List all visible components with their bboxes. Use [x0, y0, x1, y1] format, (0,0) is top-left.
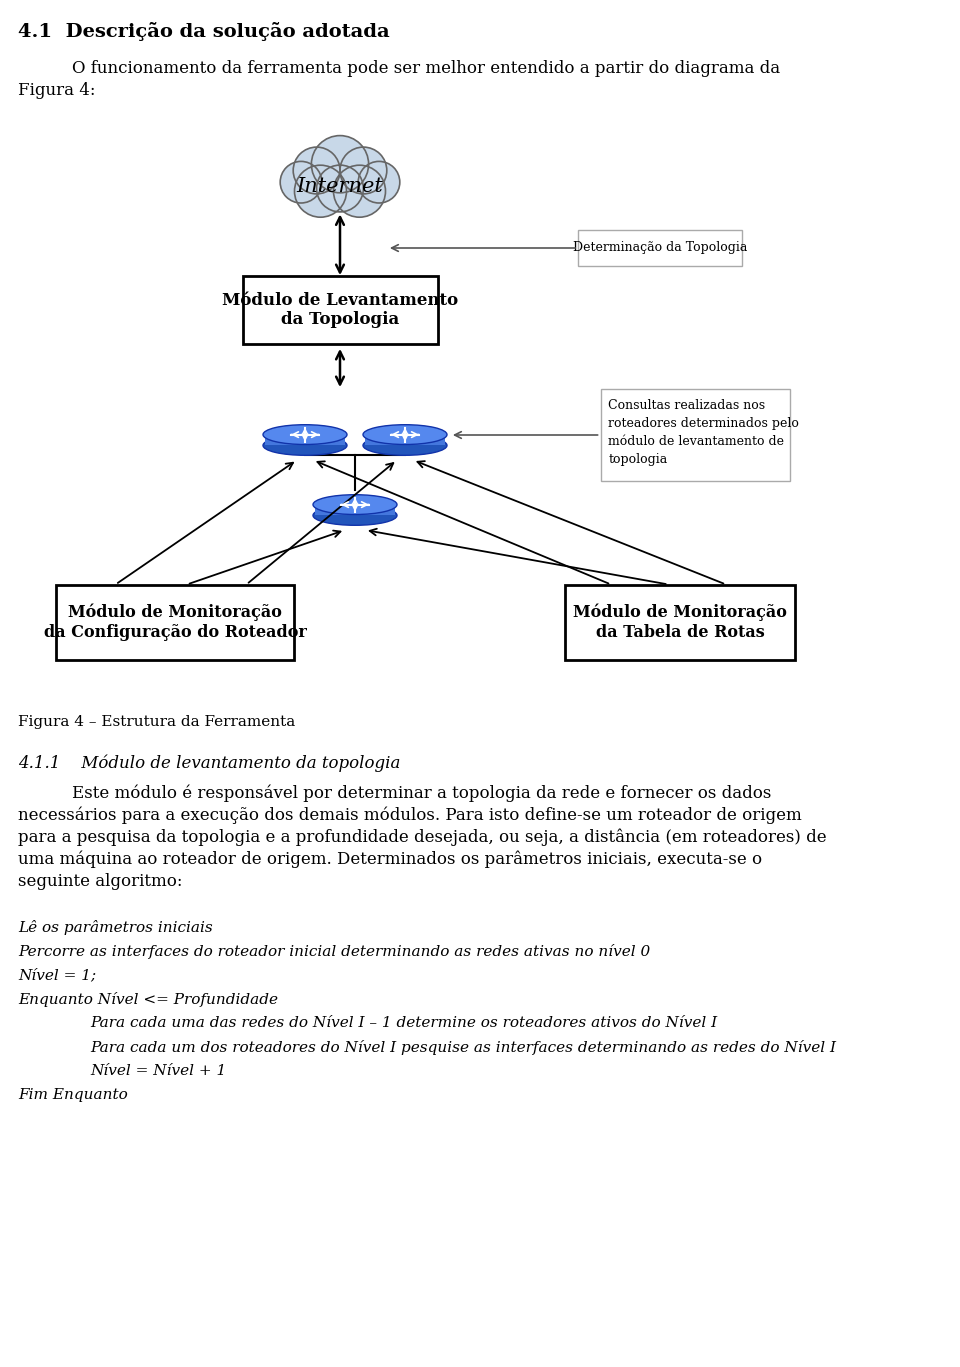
Text: seguinte algoritmo:: seguinte algoritmo: [18, 874, 182, 890]
Text: Módulo de Monitoração
da Tabela de Rotas: Módulo de Monitoração da Tabela de Rotas [573, 603, 787, 641]
Text: 4.1.1    Módulo de levantamento da topologia: 4.1.1 Módulo de levantamento da topologi… [18, 755, 400, 772]
Circle shape [293, 148, 340, 194]
Text: Nível = 1;: Nível = 1; [18, 968, 96, 982]
Text: Fim Enquanto: Fim Enquanto [18, 1088, 128, 1102]
Text: Para cada uma das redes do Nível I – 1 determine os roteadores ativos do Nível I: Para cada uma das redes do Nível I – 1 d… [90, 1016, 717, 1029]
Text: Figura 4:: Figura 4: [18, 82, 95, 98]
Circle shape [311, 135, 369, 193]
Ellipse shape [313, 506, 397, 525]
Circle shape [333, 165, 386, 217]
Circle shape [295, 165, 347, 217]
FancyBboxPatch shape [315, 504, 395, 515]
FancyBboxPatch shape [314, 150, 366, 175]
Text: 4.1  Descrição da solução adotada: 4.1 Descrição da solução adotada [18, 22, 390, 41]
FancyBboxPatch shape [565, 585, 795, 659]
FancyBboxPatch shape [578, 230, 742, 267]
Text: para a pesquisa da topologia e a profundidade desejada, ou seja, a distância (em: para a pesquisa da topologia e a profund… [18, 828, 827, 846]
Text: Internet: Internet [297, 178, 383, 197]
FancyBboxPatch shape [601, 390, 789, 481]
FancyBboxPatch shape [56, 585, 294, 659]
Ellipse shape [363, 436, 447, 455]
FancyBboxPatch shape [365, 435, 445, 446]
Text: Enquanto Nível <= Profundidade: Enquanto Nível <= Profundidade [18, 992, 278, 1007]
Text: Módulo de Levantamento
da Topologia: Módulo de Levantamento da Topologia [222, 291, 458, 328]
FancyBboxPatch shape [303, 170, 376, 195]
Text: Para cada um dos roteadores do Nível I pesquise as interfaces determinando as re: Para cada um dos roteadores do Nível I p… [90, 1040, 836, 1055]
FancyBboxPatch shape [243, 276, 438, 344]
Circle shape [358, 161, 399, 204]
Text: Lê os parâmetros iniciais: Lê os parâmetros iniciais [18, 920, 213, 935]
Text: necessários para a execução dos demais módulos. Para isto define-se um roteador : necessários para a execução dos demais m… [18, 807, 802, 824]
Ellipse shape [363, 425, 447, 444]
Text: Consultas realizadas nos
roteadores determinados pelo
módulo de levantamento de
: Consultas realizadas nos roteadores dete… [609, 399, 800, 466]
Text: uma máquina ao roteador de origem. Determinados os parâmetros iniciais, executa-: uma máquina ao roteador de origem. Deter… [18, 852, 762, 868]
Text: O funcionamento da ferramenta pode ser melhor entendido a partir do diagrama da: O funcionamento da ferramenta pode ser m… [72, 60, 780, 77]
Text: Nível = Nível + 1: Nível = Nível + 1 [90, 1064, 227, 1079]
Text: Figura 4 – Estrutura da Ferramenta: Figura 4 – Estrutura da Ferramenta [18, 715, 296, 729]
Ellipse shape [263, 436, 347, 455]
FancyBboxPatch shape [265, 435, 345, 446]
Text: Este módulo é responsável por determinar a topologia da rede e fornecer os dados: Este módulo é responsável por determinar… [72, 785, 772, 802]
Text: Módulo de Monitoração
da Configuração do Roteador: Módulo de Monitoração da Configuração do… [43, 603, 306, 641]
Circle shape [340, 148, 387, 194]
Text: Percorre as interfaces do roteador inicial determinando as redes ativas no nível: Percorre as interfaces do roteador inici… [18, 945, 650, 960]
Circle shape [317, 165, 364, 212]
Ellipse shape [263, 425, 347, 444]
Ellipse shape [313, 495, 397, 514]
Circle shape [280, 161, 322, 204]
Text: Determinação da Topologia: Determinação da Topologia [573, 242, 747, 254]
